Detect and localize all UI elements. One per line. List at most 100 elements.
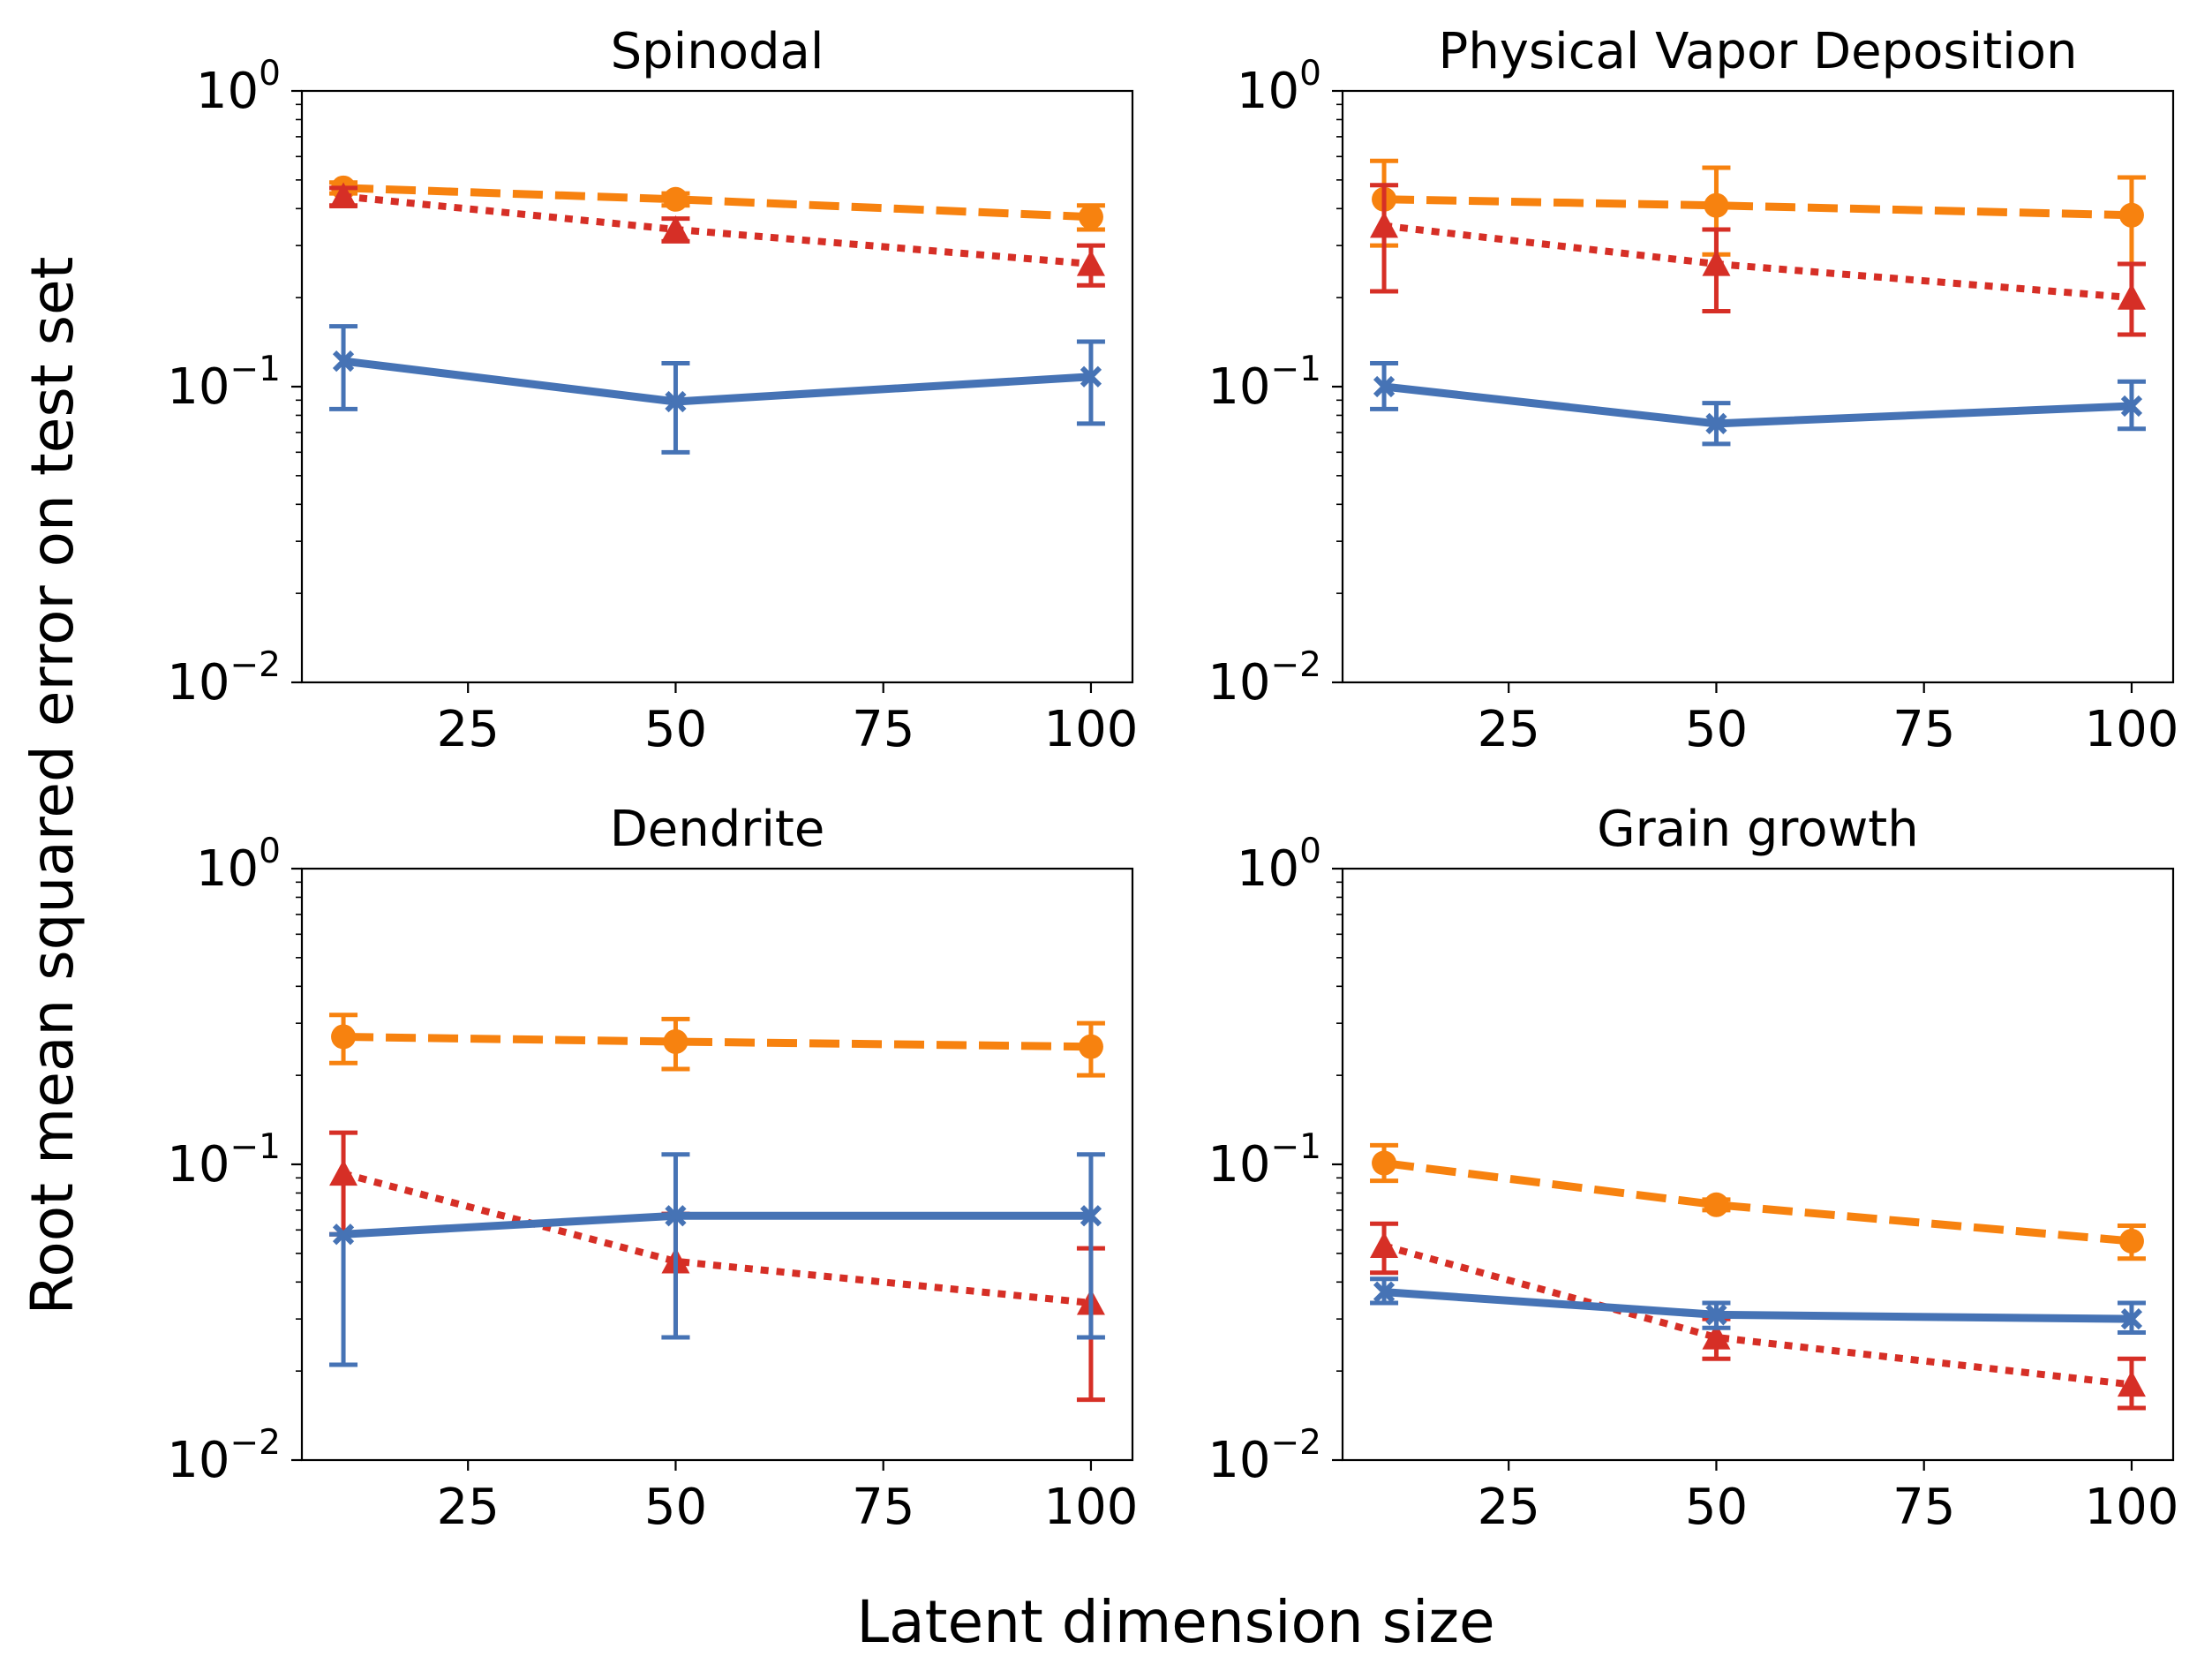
y-tick-label: 10−2: [167, 645, 281, 712]
marker-circle: [1372, 1150, 1397, 1176]
x-tick-label: 50: [1685, 1479, 1748, 1536]
x-tick-label: 75: [852, 701, 914, 758]
y-tick-label: 100: [1237, 832, 1321, 898]
marker-circle: [1704, 192, 1729, 218]
marker-x: [2120, 395, 2143, 418]
series-line: [342, 1032, 1092, 1051]
series-line: [1383, 382, 2133, 428]
series-blue-solid: [1370, 1276, 2146, 1335]
plot-frame: [300, 867, 1134, 1462]
x-tick-label: 75: [1892, 1479, 1955, 1536]
y-axis-label: Root mean squared error on test set: [19, 257, 87, 1315]
series-red-dotted: [329, 182, 1105, 288]
series-line: [342, 184, 1092, 222]
marker-circle: [1704, 1192, 1729, 1217]
series-line: [342, 357, 1092, 406]
marker-x: [1373, 1281, 1396, 1303]
marker-circle: [1078, 204, 1103, 230]
marker-triangle: [329, 1159, 358, 1186]
chart-panel-grain-growth: Grain growth 25 50 75 100 100 10−1 10−2: [1208, 801, 2178, 1536]
marker-triangle: [1702, 1322, 1731, 1350]
series-orange-dashed: [1370, 158, 2146, 267]
marker-triangle: [1370, 211, 1399, 238]
y-tick-label: 100: [1237, 54, 1321, 120]
marker-triangle: [2117, 283, 2146, 310]
x-tick-label: 100: [1044, 1479, 1139, 1536]
plot-frame: [1341, 867, 2175, 1462]
series-orange-dashed: [329, 1013, 1105, 1078]
marker-x: [1373, 375, 1396, 398]
marker-x: [332, 350, 355, 373]
chart-panel-pvd: Physical Vapor Deposition 25 50 75 100 100 10−…: [1208, 23, 2178, 758]
marker-circle: [1078, 1034, 1103, 1059]
x-tick-label: 75: [852, 1479, 914, 1536]
x-tick-label: 75: [1892, 701, 1955, 758]
panel-title: Grain growth: [1597, 801, 1918, 858]
marker-x: [332, 1223, 355, 1246]
chart-panel-spinodal: Spinodal 25 50 75 100 100 10−1 10−2: [167, 23, 1138, 758]
marker-x: [1080, 1205, 1102, 1227]
series-orange-dashed: [1370, 1142, 2146, 1261]
marker-circle: [2118, 202, 2144, 228]
marker-circle: [331, 1024, 357, 1050]
x-tick-label: 50: [1685, 701, 1748, 758]
marker-x: [1705, 412, 1727, 434]
marker-circle: [663, 1028, 688, 1054]
series-blue-solid: [1370, 360, 2146, 447]
marker-triangle: [329, 182, 358, 209]
x-tick-label: 100: [1044, 701, 1139, 758]
marker-triangle: [2117, 1370, 2146, 1397]
series-line: [1383, 222, 2133, 302]
series-line: [1383, 1288, 2132, 1323]
x-tick-label: 25: [437, 1479, 500, 1536]
marker-circle: [2118, 1228, 2144, 1254]
x-tick-label: 25: [1478, 1479, 1540, 1536]
y-tick-label: 10−1: [1208, 350, 1321, 416]
series-red-dotted: [329, 1130, 1105, 1403]
x-axis-label: Latent dimension size: [856, 1588, 1494, 1656]
panel-title: Spinodal: [611, 23, 824, 80]
y-tick-label: 10−1: [1208, 1127, 1321, 1193]
y-tick-label: 100: [196, 54, 281, 120]
marker-x: [1080, 365, 1102, 388]
marker-x: [665, 1205, 687, 1227]
series-orange-dashed: [329, 175, 1105, 232]
series-red-dotted: [1370, 1221, 2146, 1411]
panel-title: Dendrite: [610, 801, 825, 858]
x-tick-label: 25: [437, 701, 500, 758]
series-line: [342, 1170, 1092, 1306]
marker-triangle: [1370, 1231, 1399, 1258]
series-line: [1383, 1159, 2133, 1246]
series-blue-solid: [329, 324, 1105, 455]
y-tick-label: 10−2: [1208, 1423, 1321, 1489]
marker-circle: [663, 186, 688, 212]
marker-x: [1705, 1304, 1727, 1326]
x-tick-label: 50: [644, 701, 707, 758]
x-tick-label: 100: [2085, 701, 2179, 758]
y-tick-label: 10−1: [167, 1127, 281, 1193]
series-red-dotted: [1370, 183, 2146, 337]
plot-frame: [300, 89, 1134, 684]
marker-triangle: [661, 215, 690, 242]
series-line: [1382, 1242, 2133, 1389]
series-line: [1383, 195, 2133, 220]
plot-frame: [1341, 89, 2175, 684]
marker-x: [2120, 1308, 2143, 1330]
series-line: [342, 192, 1092, 267]
y-tick-label: 100: [196, 832, 281, 898]
y-tick-label: 10−2: [1208, 645, 1321, 712]
panel-title: Physical Vapor Deposition: [1439, 23, 2078, 80]
y-tick-label: 10−2: [167, 1423, 281, 1489]
x-tick-label: 25: [1478, 701, 1540, 758]
marker-triangle: [1702, 249, 1731, 276]
y-tick-label: 10−1: [167, 350, 281, 416]
marker-triangle: [1076, 249, 1105, 276]
series-line: [342, 1211, 1091, 1239]
x-tick-label: 50: [644, 1479, 707, 1536]
x-tick-label: 100: [2085, 1479, 2179, 1536]
marker-x: [665, 390, 687, 413]
series-blue-solid: [329, 1152, 1105, 1367]
chart-panel-dendrite: Dendrite 25 50 75 100 100 10−1 10−2: [167, 801, 1138, 1536]
